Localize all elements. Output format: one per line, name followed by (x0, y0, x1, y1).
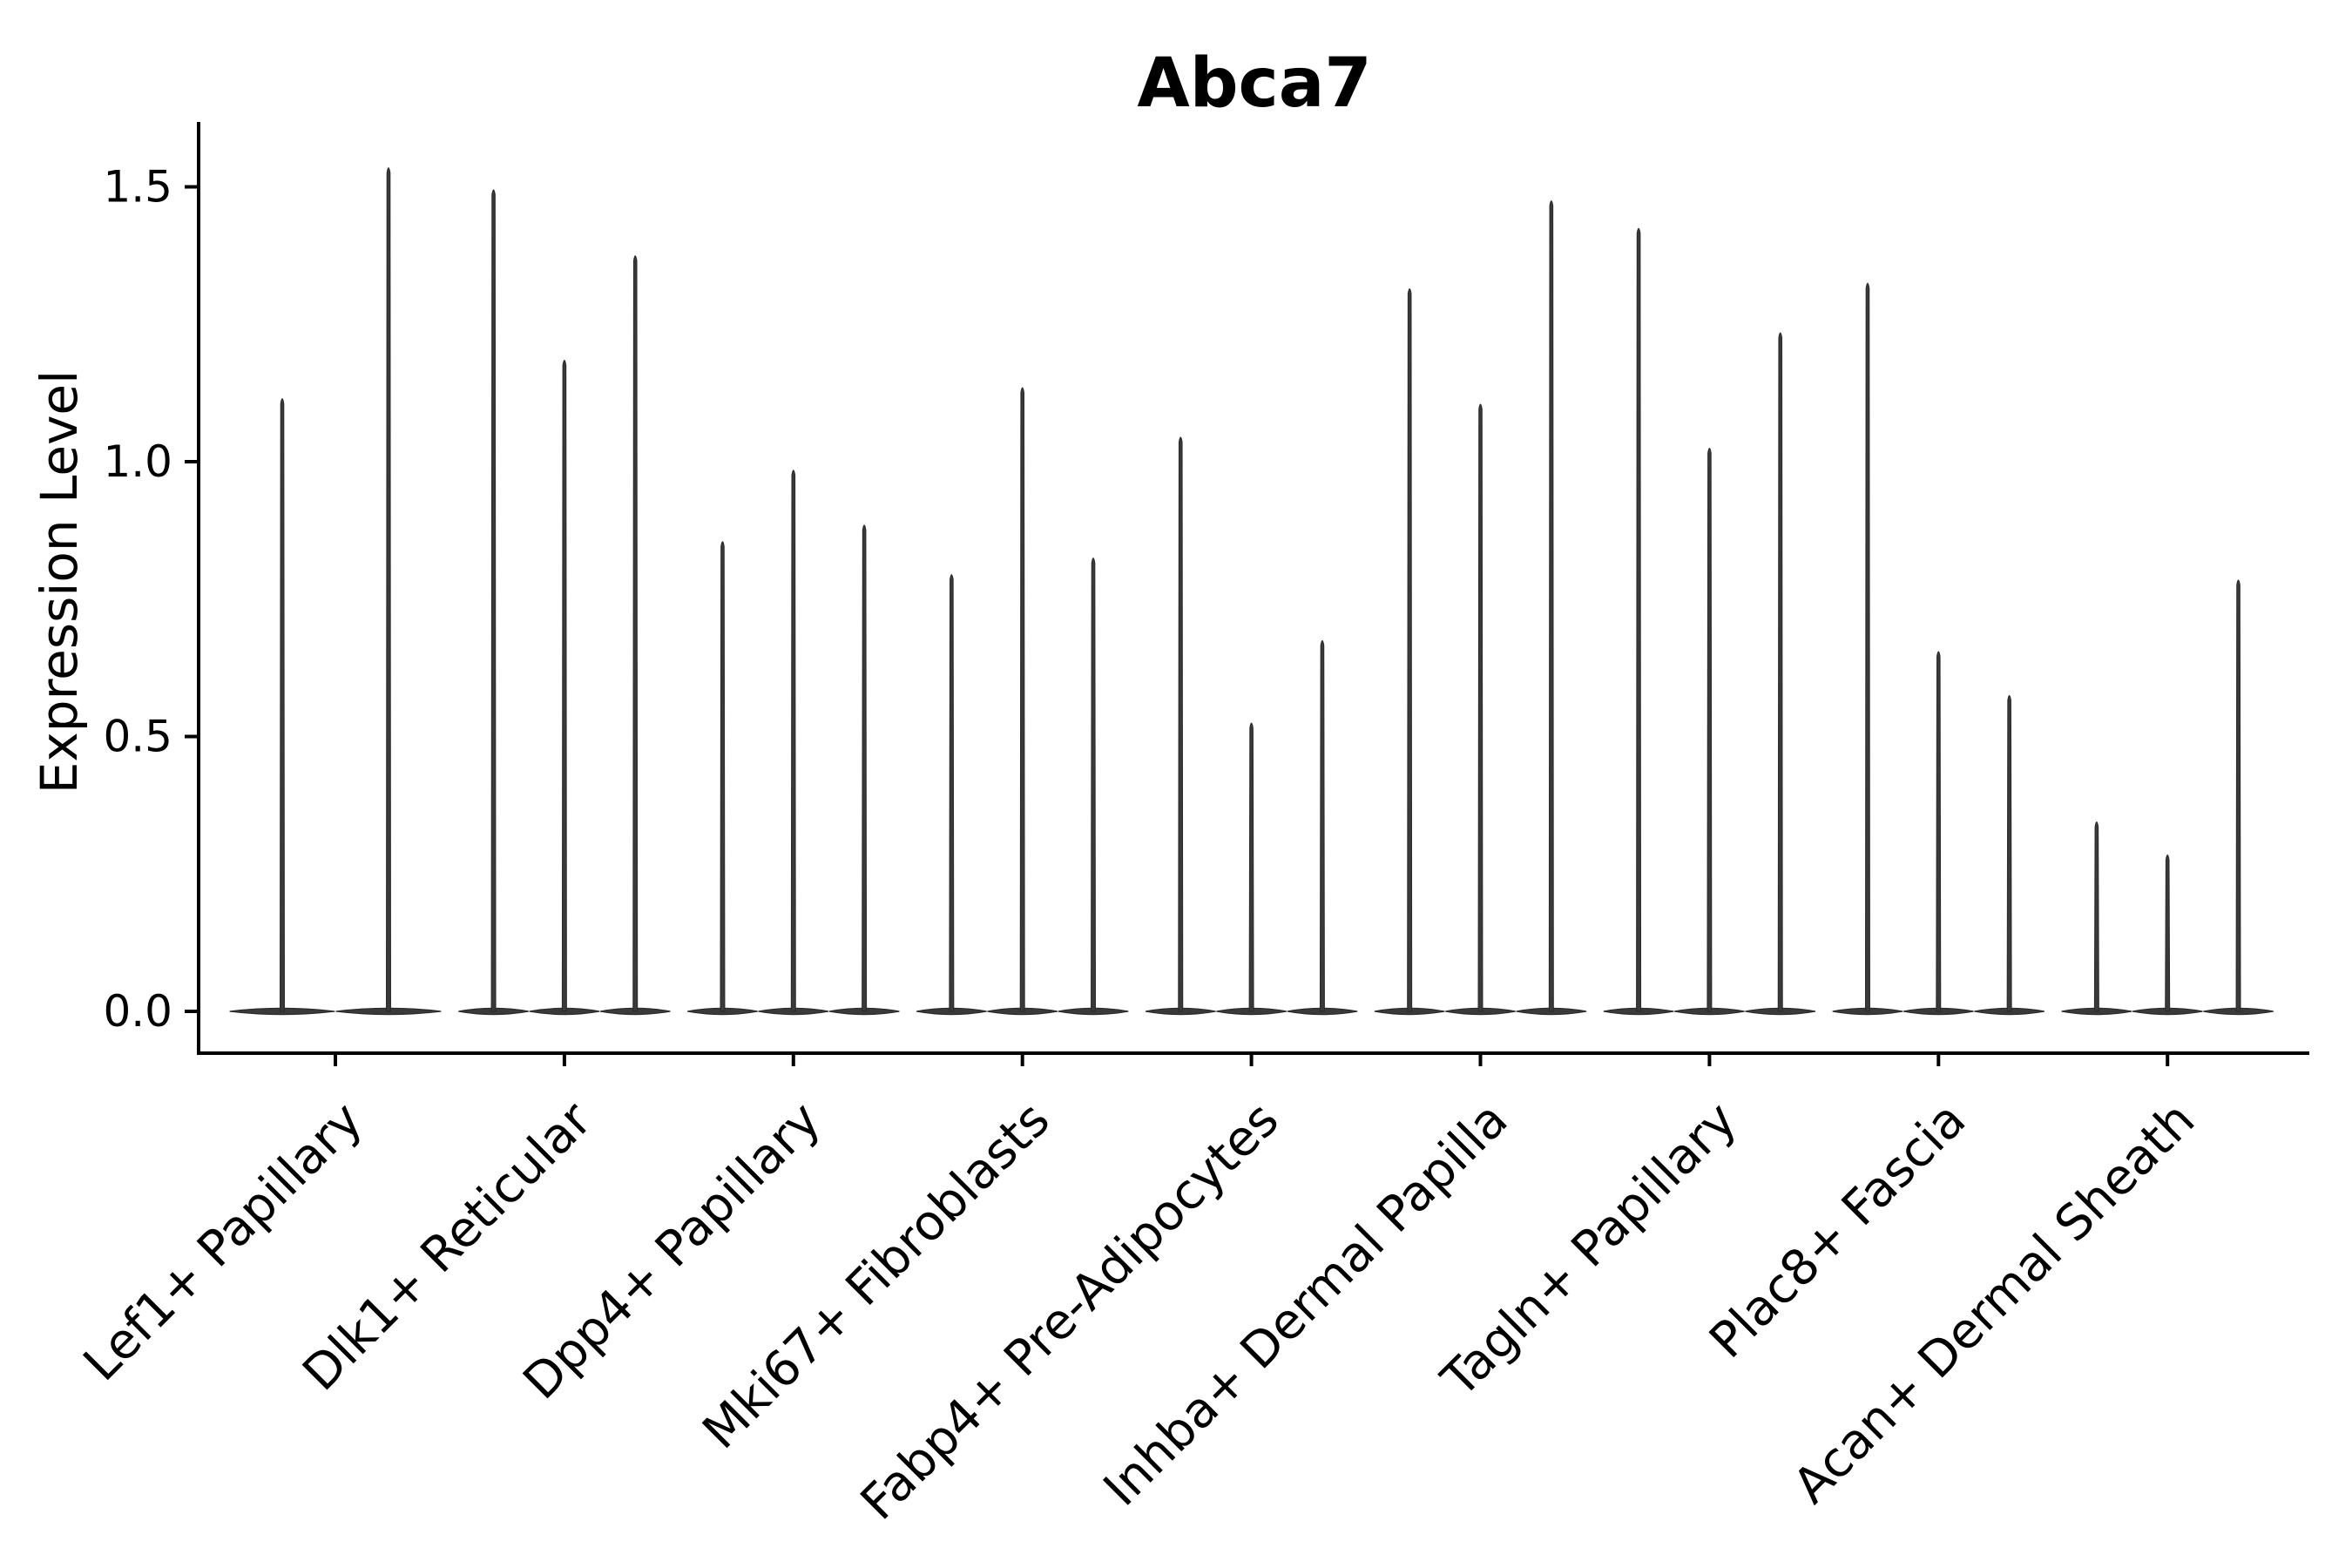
violin-spike (2165, 854, 2171, 1012)
violin-spike (490, 189, 497, 1012)
violin-spike (949, 574, 955, 1012)
violins (229, 167, 2274, 1016)
violin-group (458, 189, 671, 1016)
violin-spike (790, 470, 796, 1012)
violin-group (916, 387, 1129, 1016)
violin-group (2061, 579, 2274, 1016)
violin-spike (1091, 558, 1097, 1012)
violin-group (1374, 200, 1587, 1016)
violin-group (229, 167, 442, 1016)
y-tick-label: 1.5 (103, 162, 172, 213)
violin-spike (2093, 821, 2099, 1012)
violin-group (1603, 227, 1816, 1016)
violin-group (1145, 436, 1358, 1016)
violin-spike (720, 541, 726, 1012)
violin-spike (862, 524, 868, 1012)
y-tick-label: 1.0 (103, 436, 172, 487)
violin-spike (1019, 387, 1025, 1012)
violin-spike (1178, 436, 1184, 1012)
violin-spike (1319, 639, 1325, 1012)
chart-title: Abca7 (1137, 44, 1371, 123)
violin-spike (385, 167, 392, 1012)
violin-spike (1548, 200, 1554, 1012)
violin-spike (1636, 227, 1642, 1012)
violin-spike (1777, 332, 1783, 1012)
violin-spike (279, 398, 286, 1012)
violin-spike (1707, 447, 1713, 1012)
violin-group (1832, 282, 2044, 1016)
violin-spike (632, 255, 639, 1012)
violin-spike (1477, 403, 1484, 1012)
violin-spike (2235, 579, 2241, 1012)
violin-spike (2006, 694, 2012, 1012)
violin-spike (1248, 722, 1254, 1012)
violin-spike (561, 360, 567, 1012)
violin-spike (1864, 282, 1870, 1012)
x-tick-label: Acan+ Dermal Sheath (1782, 1092, 2206, 1515)
x-tick-label: Fabp4+ Pre-Adipocytes (850, 1092, 1290, 1531)
y-axis-label: Expression Level (30, 370, 89, 794)
violin-spike (1407, 287, 1413, 1012)
y-tick-label: 0.5 (103, 712, 172, 762)
y-tick-label: 0.0 (103, 986, 172, 1037)
x-tick-label: Inhba+ Dermal Papilla (1093, 1092, 1519, 1517)
violin-group (687, 470, 900, 1016)
violin-spike (1936, 651, 1942, 1012)
